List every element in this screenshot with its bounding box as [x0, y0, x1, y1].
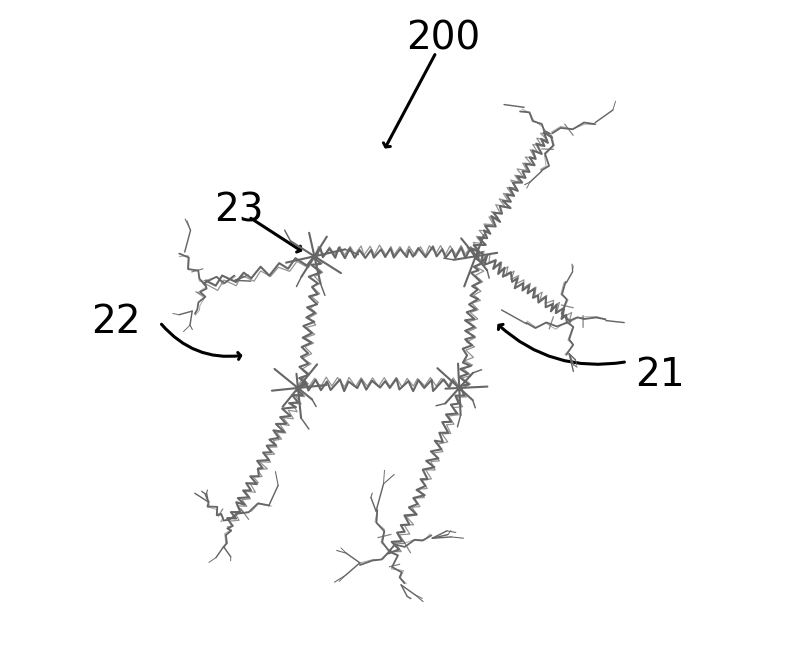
Text: 23: 23	[214, 191, 263, 229]
Text: 200: 200	[406, 20, 480, 58]
Text: 22: 22	[91, 303, 140, 341]
Text: 21: 21	[635, 356, 685, 394]
